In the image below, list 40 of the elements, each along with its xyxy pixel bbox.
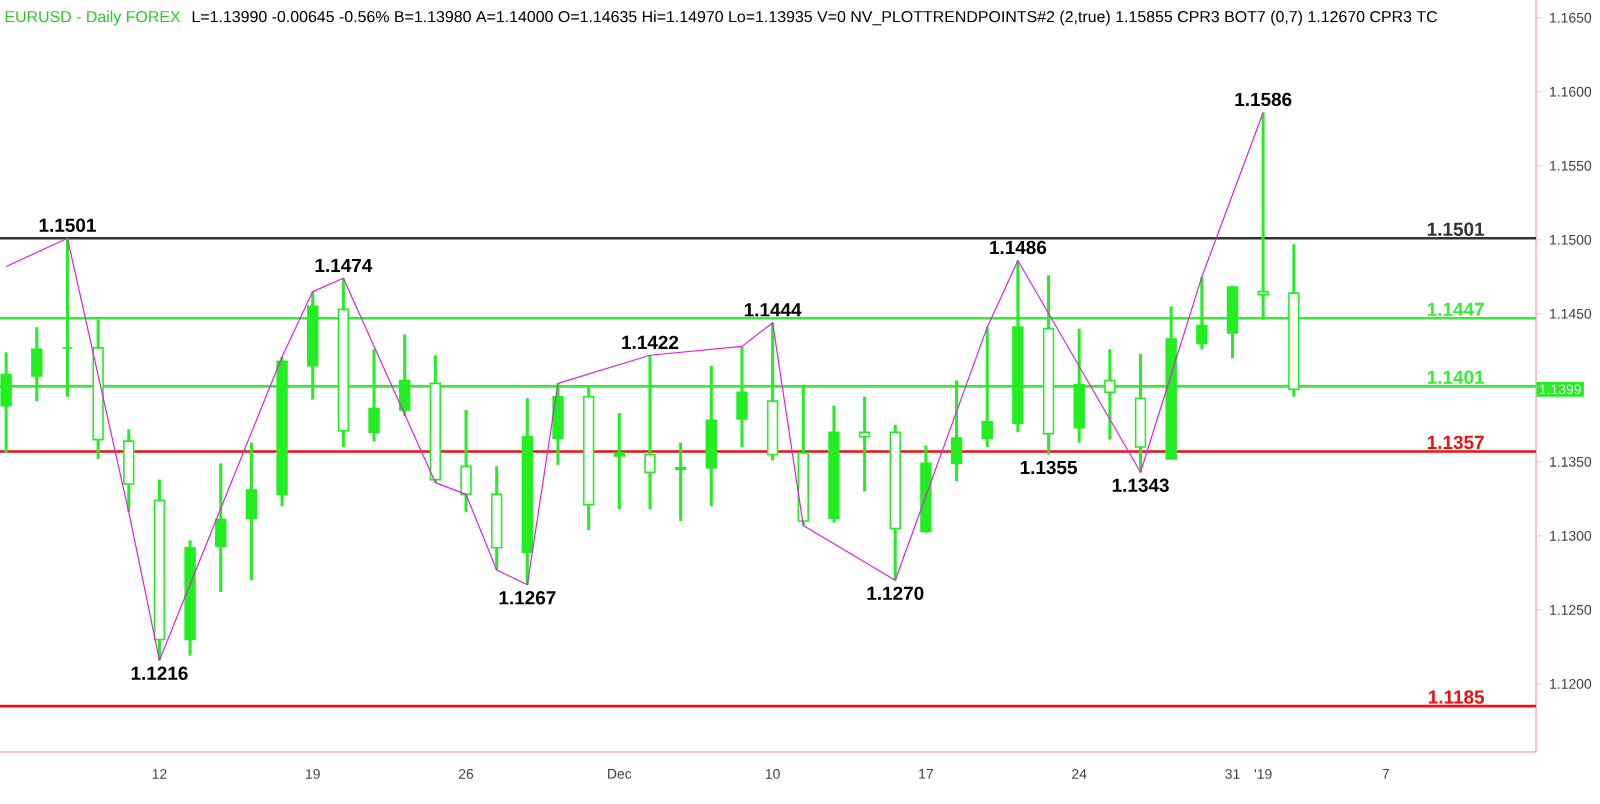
candlestick <box>215 461 227 594</box>
annotation: 1.1501 <box>39 218 96 232</box>
line-series <box>5 111 1264 661</box>
annotation: 1.1270 <box>867 586 924 601</box>
candlestick <box>1073 327 1085 445</box>
candlestick <box>705 364 718 508</box>
annotation: 1.1355 <box>1020 460 1077 475</box>
candlestick <box>1226 284 1239 360</box>
annotation: 1.1422 <box>622 335 679 349</box>
candlestick <box>460 408 472 514</box>
candlestick <box>736 344 748 449</box>
candlestick <box>399 333 411 418</box>
candlestick <box>368 347 380 443</box>
candlestick <box>674 441 687 523</box>
annotation: 1.1444 <box>744 303 802 317</box>
candlestick <box>61 236 74 399</box>
candlestick <box>1196 275 1208 351</box>
candlestick <box>1257 110 1269 322</box>
ref-line-label: 1.1401 <box>1427 370 1485 384</box>
annotation: 1.1486 <box>990 240 1047 255</box>
annotation: 1.1216 <box>131 666 188 680</box>
candlestick <box>31 325 43 403</box>
candlestick <box>981 325 993 449</box>
candlestick <box>644 353 656 511</box>
candlestick <box>245 441 258 582</box>
candlestick <box>0 350 12 455</box>
candlestick <box>123 427 135 514</box>
ref-line-label: 1.1185 <box>1428 690 1485 704</box>
ref-line-label: 1.1501 <box>1427 222 1485 236</box>
annotation: 1.1343 <box>1112 478 1169 493</box>
candlestick <box>613 411 626 511</box>
annotation: 1.1586 <box>1235 92 1292 107</box>
annotation: 1.1474 <box>315 258 373 272</box>
ref-line-label: 1.1357 <box>1427 435 1484 450</box>
annotation: 1.1267 <box>499 591 556 605</box>
candlestick <box>858 395 871 493</box>
ref-line-label: 1.1447 <box>1427 302 1484 316</box>
candlestick <box>950 378 963 483</box>
candlestick <box>1104 347 1116 442</box>
candlestick <box>552 381 564 467</box>
